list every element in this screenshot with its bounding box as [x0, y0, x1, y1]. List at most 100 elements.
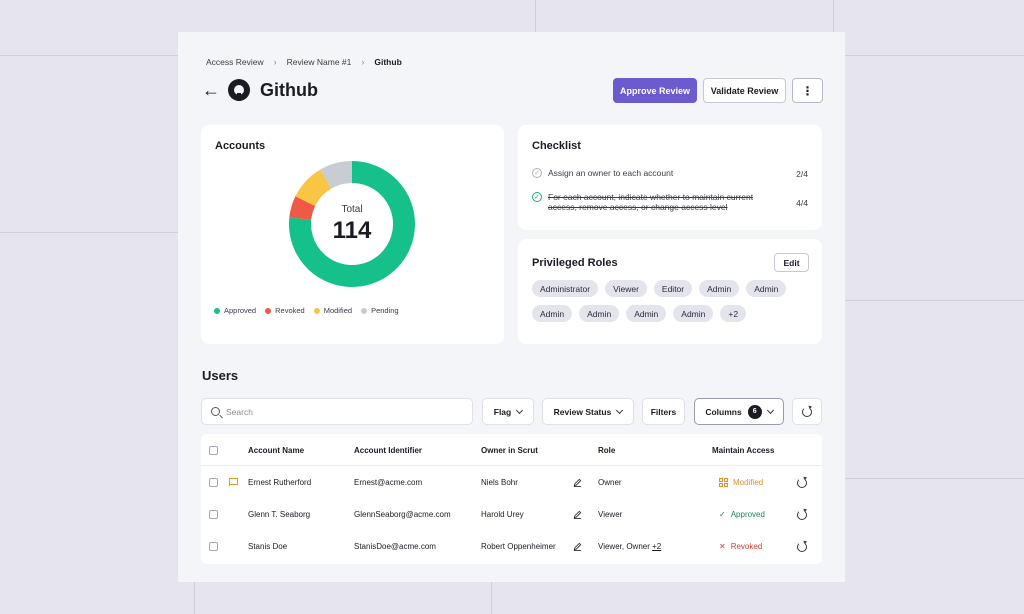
legend-pending: Pending — [361, 306, 399, 315]
close-icon: ✕ — [719, 542, 726, 551]
account-name: Stanis Doe — [248, 542, 288, 551]
review-status-filter-button[interactable]: Review Status — [542, 398, 634, 425]
row-checkbox[interactable] — [209, 478, 218, 487]
bg-line — [833, 0, 834, 32]
table-header: Account Name Account Identifier Owner in… — [201, 434, 822, 466]
modified-icon — [719, 478, 728, 487]
bg-line — [845, 478, 1024, 479]
search-box[interactable] — [201, 398, 473, 425]
role-chip[interactable]: Admin — [699, 280, 740, 297]
role-chip[interactable]: Admin — [626, 305, 667, 322]
checklist-item[interactable]: ✓ For each account, indicate whether to … — [532, 192, 758, 212]
status-label: Modified — [733, 478, 764, 487]
role-chip[interactable]: Administrator — [532, 280, 599, 297]
status-badge[interactable]: Modified — [719, 478, 763, 487]
role-chip[interactable]: Editor — [653, 280, 693, 297]
checklist-item-count: 4/4 — [796, 198, 808, 208]
bg-line — [0, 55, 178, 56]
columns-button[interactable]: Columns 6 — [694, 398, 784, 425]
bg-line — [535, 0, 536, 32]
role-value: Viewer, Owner +2 — [598, 542, 661, 551]
owner-name: Niels Bohr — [481, 478, 518, 487]
checklist-item-text: Assign an owner to each account — [548, 168, 674, 178]
page-header: ← Github — [202, 79, 318, 101]
refresh-button[interactable] — [792, 398, 822, 425]
more-roles-link[interactable]: +2 — [652, 542, 662, 551]
row-checkbox[interactable] — [209, 542, 218, 551]
donut-slice-pending — [320, 161, 353, 189]
role-chip[interactable]: Admin — [579, 305, 620, 322]
back-arrow-icon[interactable]: ← — [202, 80, 220, 100]
legend-approved: Approved — [214, 306, 256, 315]
columns-label: Columns — [705, 406, 742, 417]
role-chip[interactable]: Admin — [532, 305, 573, 322]
role-value: Owner — [598, 478, 622, 487]
donut-slice-modified — [295, 169, 332, 207]
legend-dot — [265, 307, 272, 314]
flag-icon[interactable] — [229, 478, 238, 486]
edit-pencil-icon[interactable] — [573, 542, 582, 551]
role-chip[interactable]: Admin — [673, 305, 714, 322]
checklist-item-count: 2/4 — [796, 169, 808, 179]
column-header[interactable]: Role — [598, 446, 616, 455]
edit-pencil-icon[interactable] — [573, 510, 582, 519]
breadcrumb: Access Review › Review Name #1 › Github — [206, 57, 402, 67]
edit-pencil-icon[interactable] — [573, 478, 582, 487]
role-chip[interactable]: Admin — [746, 280, 787, 297]
bg-line — [491, 582, 492, 614]
total-label: Total — [341, 203, 363, 215]
accounts-card: Accounts Total 114 Approved Revoked Modi… — [201, 125, 504, 344]
role-chip-more[interactable]: +2 — [720, 305, 747, 322]
refresh-icon[interactable] — [797, 542, 807, 552]
select-all-checkbox[interactable] — [209, 446, 218, 455]
chevron-down-icon — [516, 406, 524, 414]
row-checkbox[interactable] — [209, 510, 218, 519]
account-name: Ernest Rutherford — [248, 478, 312, 487]
check-circle-icon: ✓ — [532, 192, 542, 202]
status-badge[interactable]: ✓ Approved — [719, 510, 765, 519]
column-header[interactable]: Account Identifier — [354, 446, 423, 455]
column-header[interactable]: Account Name — [248, 446, 305, 455]
legend-label: Pending — [371, 306, 399, 315]
bg-line — [194, 582, 195, 614]
table-row[interactable]: Stanis Doe StanisDoe@acme.com Robert Opp… — [201, 530, 822, 562]
breadcrumb-item[interactable]: Review Name #1 — [286, 57, 352, 67]
account-identifier: StanisDoe@acme.com — [354, 542, 436, 551]
search-input[interactable] — [226, 406, 446, 417]
column-header[interactable]: Maintain Access — [712, 446, 775, 455]
flag-filter-button[interactable]: Flag — [482, 398, 534, 425]
approve-review-button[interactable]: Approve Review — [613, 78, 697, 103]
role-chip[interactable]: Viewer — [605, 280, 647, 297]
bg-line — [0, 232, 178, 233]
search-icon — [211, 407, 220, 416]
table-row[interactable]: Glenn T. Seaborg GlennSeaborg@acme.com H… — [201, 498, 822, 530]
status-label: Approved — [730, 510, 765, 519]
chart-legend: Approved Revoked Modified Pending — [214, 306, 399, 315]
owner-name: Harold Urey — [481, 510, 524, 519]
legend-label: Revoked — [275, 306, 305, 315]
more-options-button[interactable]: ⋮ — [792, 78, 823, 103]
review-status-label: Review Status — [553, 406, 612, 417]
breadcrumb-item[interactable]: Access Review — [206, 57, 264, 67]
donut-slice-approved — [289, 161, 415, 287]
filters-button[interactable]: Filters — [642, 398, 685, 425]
bg-line — [845, 300, 1024, 301]
refresh-icon — [802, 406, 812, 417]
review-panel: Access Review › Review Name #1 › Github … — [178, 32, 845, 582]
checklist-item[interactable]: ✓ Assign an owner to each account — [532, 168, 673, 178]
legend-modified: Modified — [313, 306, 352, 315]
refresh-icon[interactable] — [797, 478, 807, 488]
status-badge[interactable]: ✕ Revoked — [719, 542, 762, 551]
validate-review-button[interactable]: Validate Review — [703, 78, 786, 103]
breadcrumb-current: Github — [374, 57, 402, 67]
donut-center: Total 114 — [287, 159, 417, 289]
check-icon: ✓ — [719, 510, 726, 519]
chevron-down-icon — [766, 406, 774, 414]
columns-count-badge: 6 — [747, 404, 762, 419]
column-header[interactable]: Owner in Scrut — [481, 446, 538, 455]
edit-roles-button[interactable]: Edit — [774, 253, 809, 272]
refresh-icon[interactable] — [797, 510, 807, 520]
table-row[interactable]: Ernest Rutherford Ernest@acme.com Niels … — [201, 466, 822, 498]
chevron-right-icon: › — [273, 57, 277, 67]
legend-dot — [313, 307, 320, 314]
